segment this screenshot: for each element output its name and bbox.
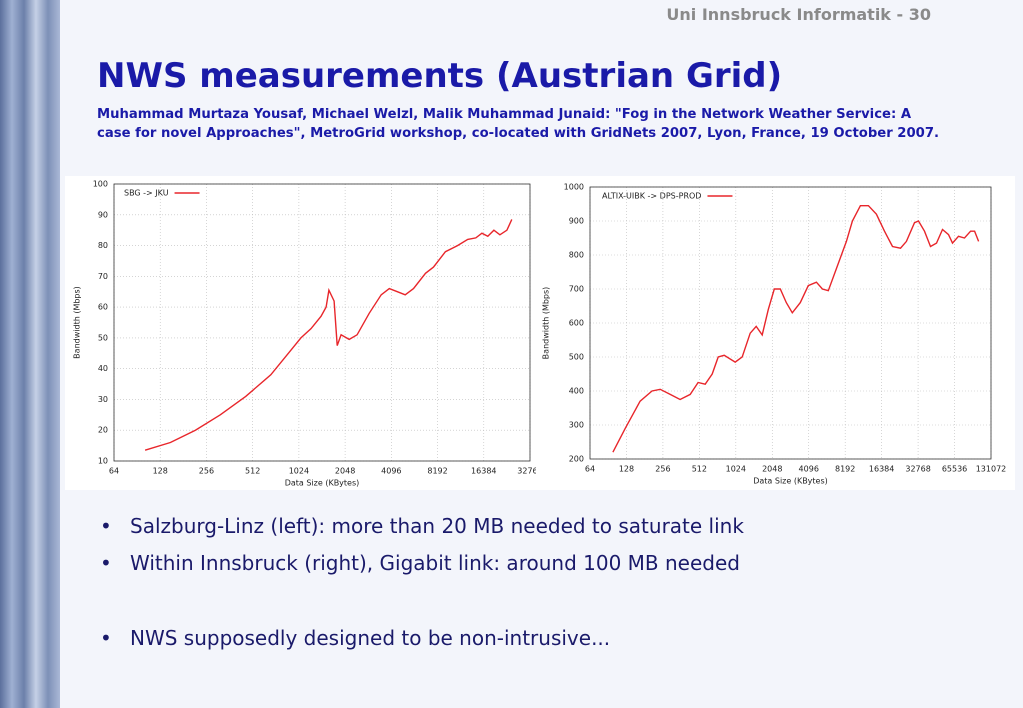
x-tick-label: 32768 [517, 467, 542, 476]
y-tick-label: 300 [569, 421, 584, 430]
x-tick-label: 32768 [905, 465, 930, 474]
x-tick-label: 131072 [976, 465, 1007, 474]
bullet-list: Salzburg-Linz (left): more than 20 MB ne… [100, 514, 744, 663]
x-axis-label: Data Size (KBytes) [285, 479, 360, 488]
y-tick-label: 80 [98, 241, 108, 250]
legend-label: SBG -> JKU [124, 189, 169, 198]
x-tick-label: 2048 [762, 465, 782, 474]
plot-frame [113, 183, 531, 462]
chart-panel [548, 176, 1015, 490]
y-axis-label: Bandwidth (Mbps) [542, 287, 551, 360]
y-tick-label: 60 [98, 303, 108, 312]
side-stripe [0, 0, 60, 708]
y-tick-label: 600 [569, 319, 584, 328]
y-tick-label: 500 [569, 353, 584, 362]
chart-right: 200 300 400 500 600 700 800 900 1000 64 128 256 512 1… [542, 183, 1007, 486]
y-tick-label: 900 [569, 217, 584, 226]
x-tick-label: 64 [109, 467, 119, 476]
x-tick-label: 128 [153, 467, 168, 476]
x-tick-label: 64 [585, 465, 595, 474]
x-tick-label: 128 [619, 465, 634, 474]
x-tick-label: 1024 [289, 467, 309, 476]
y-tick-label: 400 [569, 387, 584, 396]
y-tick-label: 10 [98, 457, 108, 466]
chart-left: 10 20 30 40 50 60 70 80 90 100 64 128 256 512 1024 2048… [73, 180, 542, 488]
x-tick-label: 8192 [427, 467, 447, 476]
data-line [144, 219, 513, 451]
x-tick-label: 256 [199, 467, 214, 476]
y-tick-label: 70 [98, 272, 108, 281]
x-tick-label: 1024 [726, 465, 746, 474]
x-tick-label: 512 [245, 467, 260, 476]
x-tick-label: 2048 [335, 467, 355, 476]
x-axis-label: Data Size (KBytes) [753, 477, 828, 486]
x-tick-label: 8192 [835, 465, 855, 474]
slide-title: NWS measurements (Austrian Grid) [97, 56, 783, 96]
y-tick-label: 1000 [564, 183, 584, 192]
x-tick-label: 4096 [381, 467, 401, 476]
y-tick-label: 20 [98, 426, 108, 435]
y-tick-label: 700 [569, 285, 584, 294]
y-tick-label: 800 [569, 251, 584, 260]
x-tick-label: 4096 [799, 465, 819, 474]
x-tick-label: 512 [692, 465, 707, 474]
bullet: NWS supposedly designed to be non-intrus… [100, 626, 744, 663]
data-line [612, 205, 980, 453]
bullet: Salzburg-Linz (left): more than 20 MB ne… [100, 514, 744, 551]
y-tick-label: 100 [93, 180, 108, 189]
bullet: Within Innsbruck (right), Gigabit link: … [100, 551, 744, 588]
plot-frame [589, 186, 992, 460]
y-tick-label: 40 [98, 364, 108, 373]
y-axis-label: Bandwidth (Mbps) [73, 286, 82, 359]
citation: Muhammad Murtaza Yousaf, Michael Welzl, … [97, 107, 940, 141]
x-tick-label: 16384 [869, 465, 894, 474]
x-tick-label: 256 [655, 465, 670, 474]
y-tick-label: 30 [98, 395, 108, 404]
y-tick-label: 90 [98, 210, 108, 219]
x-tick-label: 16384 [471, 467, 496, 476]
x-tick-label: 65536 [942, 465, 967, 474]
slide-tag: Uni Innsbruck Informatik - 30 [666, 5, 931, 24]
legend-label: ALTIX-UIBK -> DPS-PROD [602, 192, 701, 201]
y-tick-label: 200 [569, 455, 584, 464]
y-tick-label: 50 [98, 333, 108, 342]
